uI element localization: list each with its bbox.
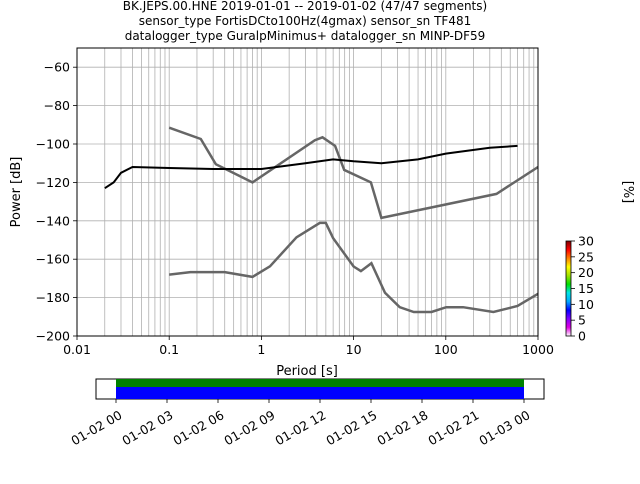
colorbar-tick-label: 20	[578, 265, 594, 280]
time-tick-label: 01-02 00	[68, 407, 124, 448]
x-tick-label: 0.01	[63, 342, 91, 357]
y-axis-label: Power [dB]	[9, 157, 24, 228]
colorbar-label: [%]	[620, 181, 635, 204]
y-tick-label: −80	[44, 98, 70, 113]
grid-lines	[76, 48, 538, 337]
colorbar-tick-label: 15	[578, 281, 594, 296]
x-axis-ticks: 0.01 0.1 1 10 100 1000	[63, 336, 554, 357]
colorbar-tick-label: 30	[578, 234, 594, 249]
time-tick-label: 01-02 09	[221, 407, 277, 448]
x-tick-label: 1000	[522, 342, 554, 357]
time-tick-label: 01-02 03	[119, 407, 175, 448]
coverage-bar-total	[116, 379, 524, 387]
y-tick-label: −160	[36, 252, 70, 267]
y-tick-label: −60	[44, 60, 70, 75]
x-tick-label: 1	[257, 342, 265, 357]
y-tick-label: −200	[36, 329, 70, 344]
colorbar-tick-label: 0	[578, 329, 586, 344]
median-layer	[104, 144, 518, 190]
coverage-bar-used	[116, 387, 524, 399]
coverage-bars	[116, 379, 524, 399]
time-tick-label: 01-02 15	[323, 407, 379, 448]
chart-title: BK.JEPS.00.HNE 2019-01-01 -- 2019-01-02 …	[123, 0, 487, 43]
noise-models	[168, 126, 538, 314]
plot-frame	[76, 47, 539, 337]
colorbar-tick-label: 5	[578, 313, 586, 328]
y-tick-label: −120	[36, 175, 70, 190]
colorbar-scale	[565, 240, 572, 337]
x-tick-label: 10	[346, 342, 362, 357]
title-line-2: sensor_type FortisDCto100Hz(4gmax) senso…	[139, 14, 471, 28]
y-tick-label: −140	[36, 213, 70, 228]
title-line-1: BK.JEPS.00.HNE 2019-01-01 -- 2019-01-02 …	[123, 0, 487, 13]
title-line-3: datalogger_type GuralpMinimus+ datalogge…	[125, 29, 486, 43]
median-psd-line	[104, 144, 518, 190]
x-tick-label: 100	[434, 342, 458, 357]
time-tick-label: 01-02 06	[170, 407, 226, 448]
time-tick-label: 01-02 21	[425, 407, 481, 448]
colorbar-tick-label: 10	[578, 297, 594, 312]
x-axis-label: Period [s]	[276, 364, 338, 379]
high-noise-model-line	[168, 126, 538, 220]
y-tick-label: −180	[36, 290, 70, 305]
time-tick-label: 01-03 00	[476, 407, 532, 448]
time-tick-label: 01-02 12	[272, 407, 328, 448]
y-tick-label: −100	[36, 137, 70, 152]
x-tick-label: 0.1	[159, 342, 179, 357]
y-axis-ticks: −60 −80 −100 −120 −140 −160 −180 −200	[36, 60, 77, 344]
colorbar-tick-label: 25	[578, 249, 594, 264]
low-noise-model-line	[169, 221, 538, 314]
time-tick-label: 01-02 18	[374, 407, 430, 448]
